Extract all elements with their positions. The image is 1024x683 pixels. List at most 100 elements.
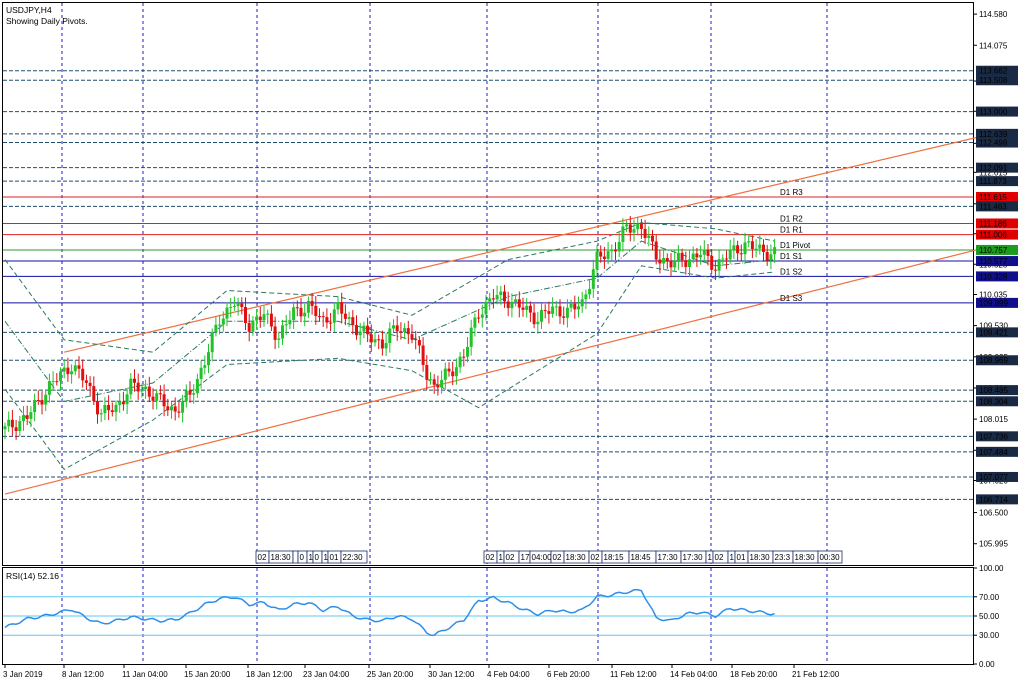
candle-body-17 bbox=[66, 367, 70, 375]
price-tick-label-13: 108.015 bbox=[979, 415, 1008, 424]
candle-body-57 bbox=[214, 324, 218, 333]
rsi-level-lines bbox=[3, 596, 973, 636]
price-level-lines bbox=[3, 70, 973, 500]
candle-body-124 bbox=[462, 356, 466, 358]
candle-body-196 bbox=[728, 249, 732, 260]
candle-body-114 bbox=[425, 365, 429, 380]
pivot-labels: D1 R3 D1 R2 D1 R1 D1 Pivot D1 S1 D1 S2 D1 S3 bbox=[780, 188, 811, 303]
candle-body-45 bbox=[170, 406, 173, 411]
price-tag-11: 110.757 bbox=[979, 246, 1008, 255]
candle-body-131 bbox=[488, 298, 492, 302]
price-tag-bg-1 bbox=[976, 75, 1018, 86]
candle-body-0 bbox=[3, 426, 7, 430]
session2-0: 02 bbox=[486, 553, 495, 562]
candle-body-108 bbox=[403, 328, 407, 333]
price-tag-10: 111.006 bbox=[979, 231, 1007, 240]
candle-body-53 bbox=[199, 367, 203, 379]
candle-body-179 bbox=[665, 258, 669, 261]
time-tick-label-8: 4 Feb 04:00 bbox=[487, 670, 530, 679]
candle-body-199 bbox=[739, 253, 743, 255]
rsi-title: RSI(14) 52.16 bbox=[6, 571, 59, 581]
candle-body-51 bbox=[192, 393, 196, 395]
candle-body-3 bbox=[14, 427, 18, 432]
price-tag-bg-12 bbox=[976, 256, 1018, 267]
trend-channel[interactable] bbox=[4, 135, 982, 495]
candle-body-127 bbox=[473, 317, 477, 328]
session1-7: 01 bbox=[330, 553, 339, 562]
candle-body-95 bbox=[355, 325, 358, 336]
chart-title: USDJPY,H4 bbox=[6, 5, 52, 15]
price-tag-18: 108.304 bbox=[979, 397, 1008, 406]
candle-body-173 bbox=[643, 228, 647, 239]
candle-body-37 bbox=[140, 388, 144, 392]
candle-body-23 bbox=[88, 382, 92, 387]
candle-body-62 bbox=[232, 306, 236, 308]
candle-body-197 bbox=[732, 245, 736, 250]
candle-body-190 bbox=[706, 249, 710, 256]
candle-body-180 bbox=[669, 260, 673, 268]
candle-body-38 bbox=[144, 386, 148, 389]
pivot-label-0: D1 R3 bbox=[780, 188, 803, 197]
session2-2: 02 bbox=[506, 553, 515, 562]
candle-body-191 bbox=[710, 255, 714, 270]
candle-body-203 bbox=[754, 248, 758, 250]
candle-body-67 bbox=[251, 320, 255, 332]
session2-19: 00:30 bbox=[820, 553, 841, 562]
candle-body-2 bbox=[10, 419, 14, 428]
candle-body-72 bbox=[269, 313, 273, 327]
candle-body-9 bbox=[36, 400, 40, 402]
candle-body-30 bbox=[114, 404, 118, 413]
candle-body-89 bbox=[332, 309, 336, 323]
candle-body-8 bbox=[33, 400, 37, 413]
candle-body-122 bbox=[454, 367, 458, 377]
candle-body-28 bbox=[107, 405, 111, 411]
price-tag-bg-20 bbox=[976, 446, 1018, 457]
candle-body-118 bbox=[440, 379, 444, 388]
time-tick-label-10: 11 Feb 12:00 bbox=[610, 670, 657, 679]
candle-body-128 bbox=[477, 317, 481, 319]
candle-body-6 bbox=[25, 415, 29, 419]
candle-body-73 bbox=[273, 326, 277, 340]
candle-body-205 bbox=[762, 244, 765, 252]
candle-body-200 bbox=[743, 242, 747, 255]
price-tag-13: 110.328 bbox=[979, 272, 1008, 281]
candle-body-47 bbox=[177, 411, 181, 413]
candle-body-97 bbox=[362, 325, 366, 332]
candle-body-11 bbox=[44, 394, 48, 405]
candle-body-153 bbox=[569, 303, 573, 308]
price-tag-bg-4 bbox=[976, 137, 1018, 148]
candle-body-71 bbox=[266, 313, 270, 315]
time-tick-label-5: 23 Jan 04:00 bbox=[303, 670, 350, 679]
candle-body-94 bbox=[351, 317, 355, 326]
candle-body-46 bbox=[173, 406, 177, 412]
candle-body-64 bbox=[240, 303, 244, 307]
candle-body-70 bbox=[262, 314, 266, 321]
price-tag-bg-9 bbox=[976, 218, 1018, 229]
candle-body-161 bbox=[599, 251, 603, 257]
candle-body-24 bbox=[92, 386, 96, 402]
candle-body-125 bbox=[466, 346, 469, 357]
price-tag-3: 112.639 bbox=[979, 130, 1008, 139]
candle-body-182 bbox=[676, 252, 680, 261]
candle-body-55 bbox=[207, 352, 210, 366]
rsi-tick-label-3: 30.00 bbox=[979, 631, 1000, 640]
bollinger-lower-line bbox=[4, 265, 775, 471]
candle-body-187 bbox=[695, 253, 699, 258]
candle-body-34 bbox=[129, 378, 133, 395]
session1-box-2 bbox=[292, 550, 299, 564]
candle-body-16 bbox=[62, 367, 66, 372]
candle-body-119 bbox=[443, 368, 447, 380]
time-tick-label-6: 25 Jan 20:00 bbox=[367, 670, 414, 679]
candle-body-102 bbox=[380, 339, 384, 349]
candle-body-166 bbox=[617, 241, 621, 252]
candle-body-81 bbox=[303, 312, 307, 317]
candle-body-160 bbox=[595, 251, 599, 270]
candle-body-65 bbox=[244, 306, 247, 324]
price-tag-5: 112.091 bbox=[979, 164, 1008, 173]
candle-body-163 bbox=[606, 251, 610, 259]
candle-body-63 bbox=[236, 303, 240, 307]
session1-3: 0 bbox=[300, 553, 305, 562]
price-tick-label-9: 110.035 bbox=[979, 290, 1008, 299]
